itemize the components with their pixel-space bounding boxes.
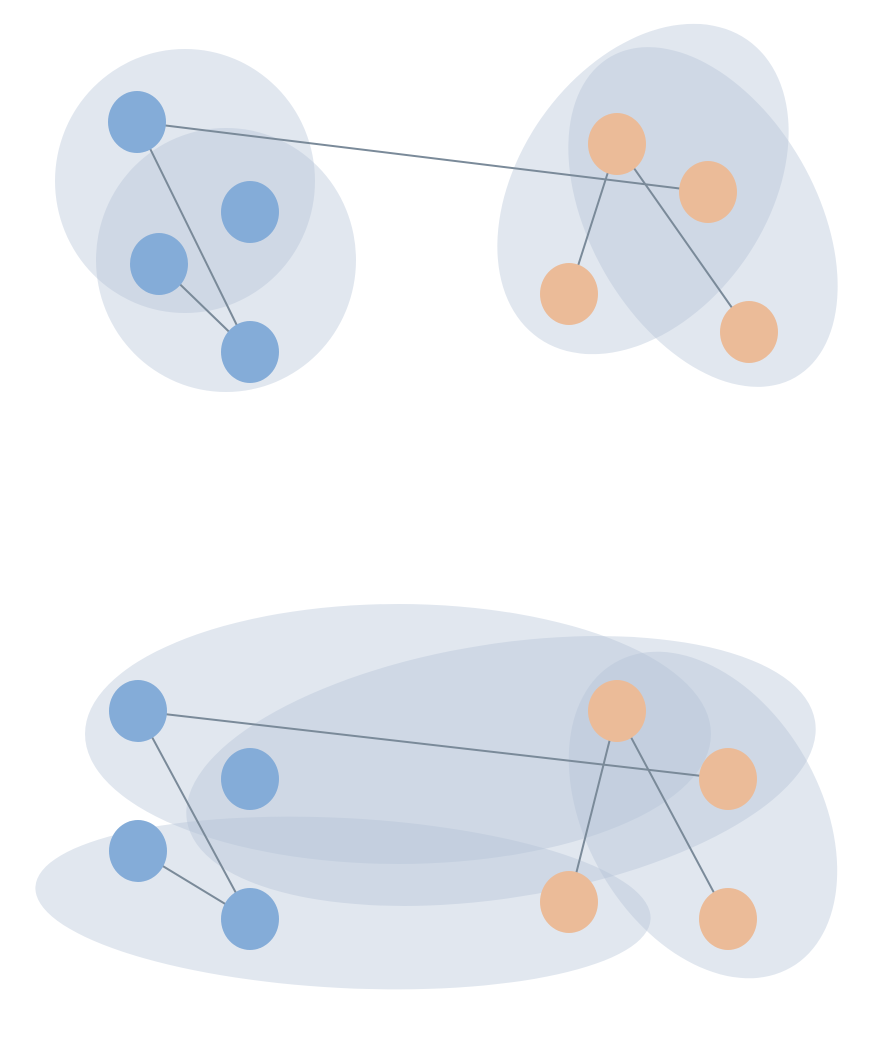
edge-layer	[137, 710, 729, 920]
edge-line	[616, 710, 729, 920]
panel-bottom	[35, 604, 838, 990]
cluster-hull	[186, 636, 816, 906]
edge-line	[616, 143, 750, 333]
blue-node	[109, 680, 167, 742]
blue-node	[108, 91, 166, 153]
blue-node	[221, 748, 279, 810]
cluster-hull	[96, 128, 356, 392]
edge-line	[137, 710, 251, 920]
panel-top	[55, 23, 838, 392]
blue-node	[130, 233, 188, 295]
node-layer	[109, 680, 757, 950]
orange-node	[540, 871, 598, 933]
orange-node	[588, 113, 646, 175]
node-layer	[108, 91, 778, 383]
orange-node	[540, 263, 598, 325]
cluster-layer	[35, 604, 838, 990]
orange-node	[588, 680, 646, 742]
cluster-layer	[55, 23, 838, 392]
orange-node	[699, 748, 757, 810]
orange-node	[720, 301, 778, 363]
edge-line	[136, 121, 251, 353]
edge-line	[568, 710, 618, 903]
blue-node	[221, 321, 279, 383]
blue-node	[221, 181, 279, 243]
orange-node	[679, 161, 737, 223]
cluster-hull	[35, 816, 651, 990]
orange-node	[699, 888, 757, 950]
blue-node	[221, 888, 279, 950]
blue-node	[109, 820, 167, 882]
edge-line	[136, 121, 709, 193]
edge-line	[137, 710, 729, 780]
